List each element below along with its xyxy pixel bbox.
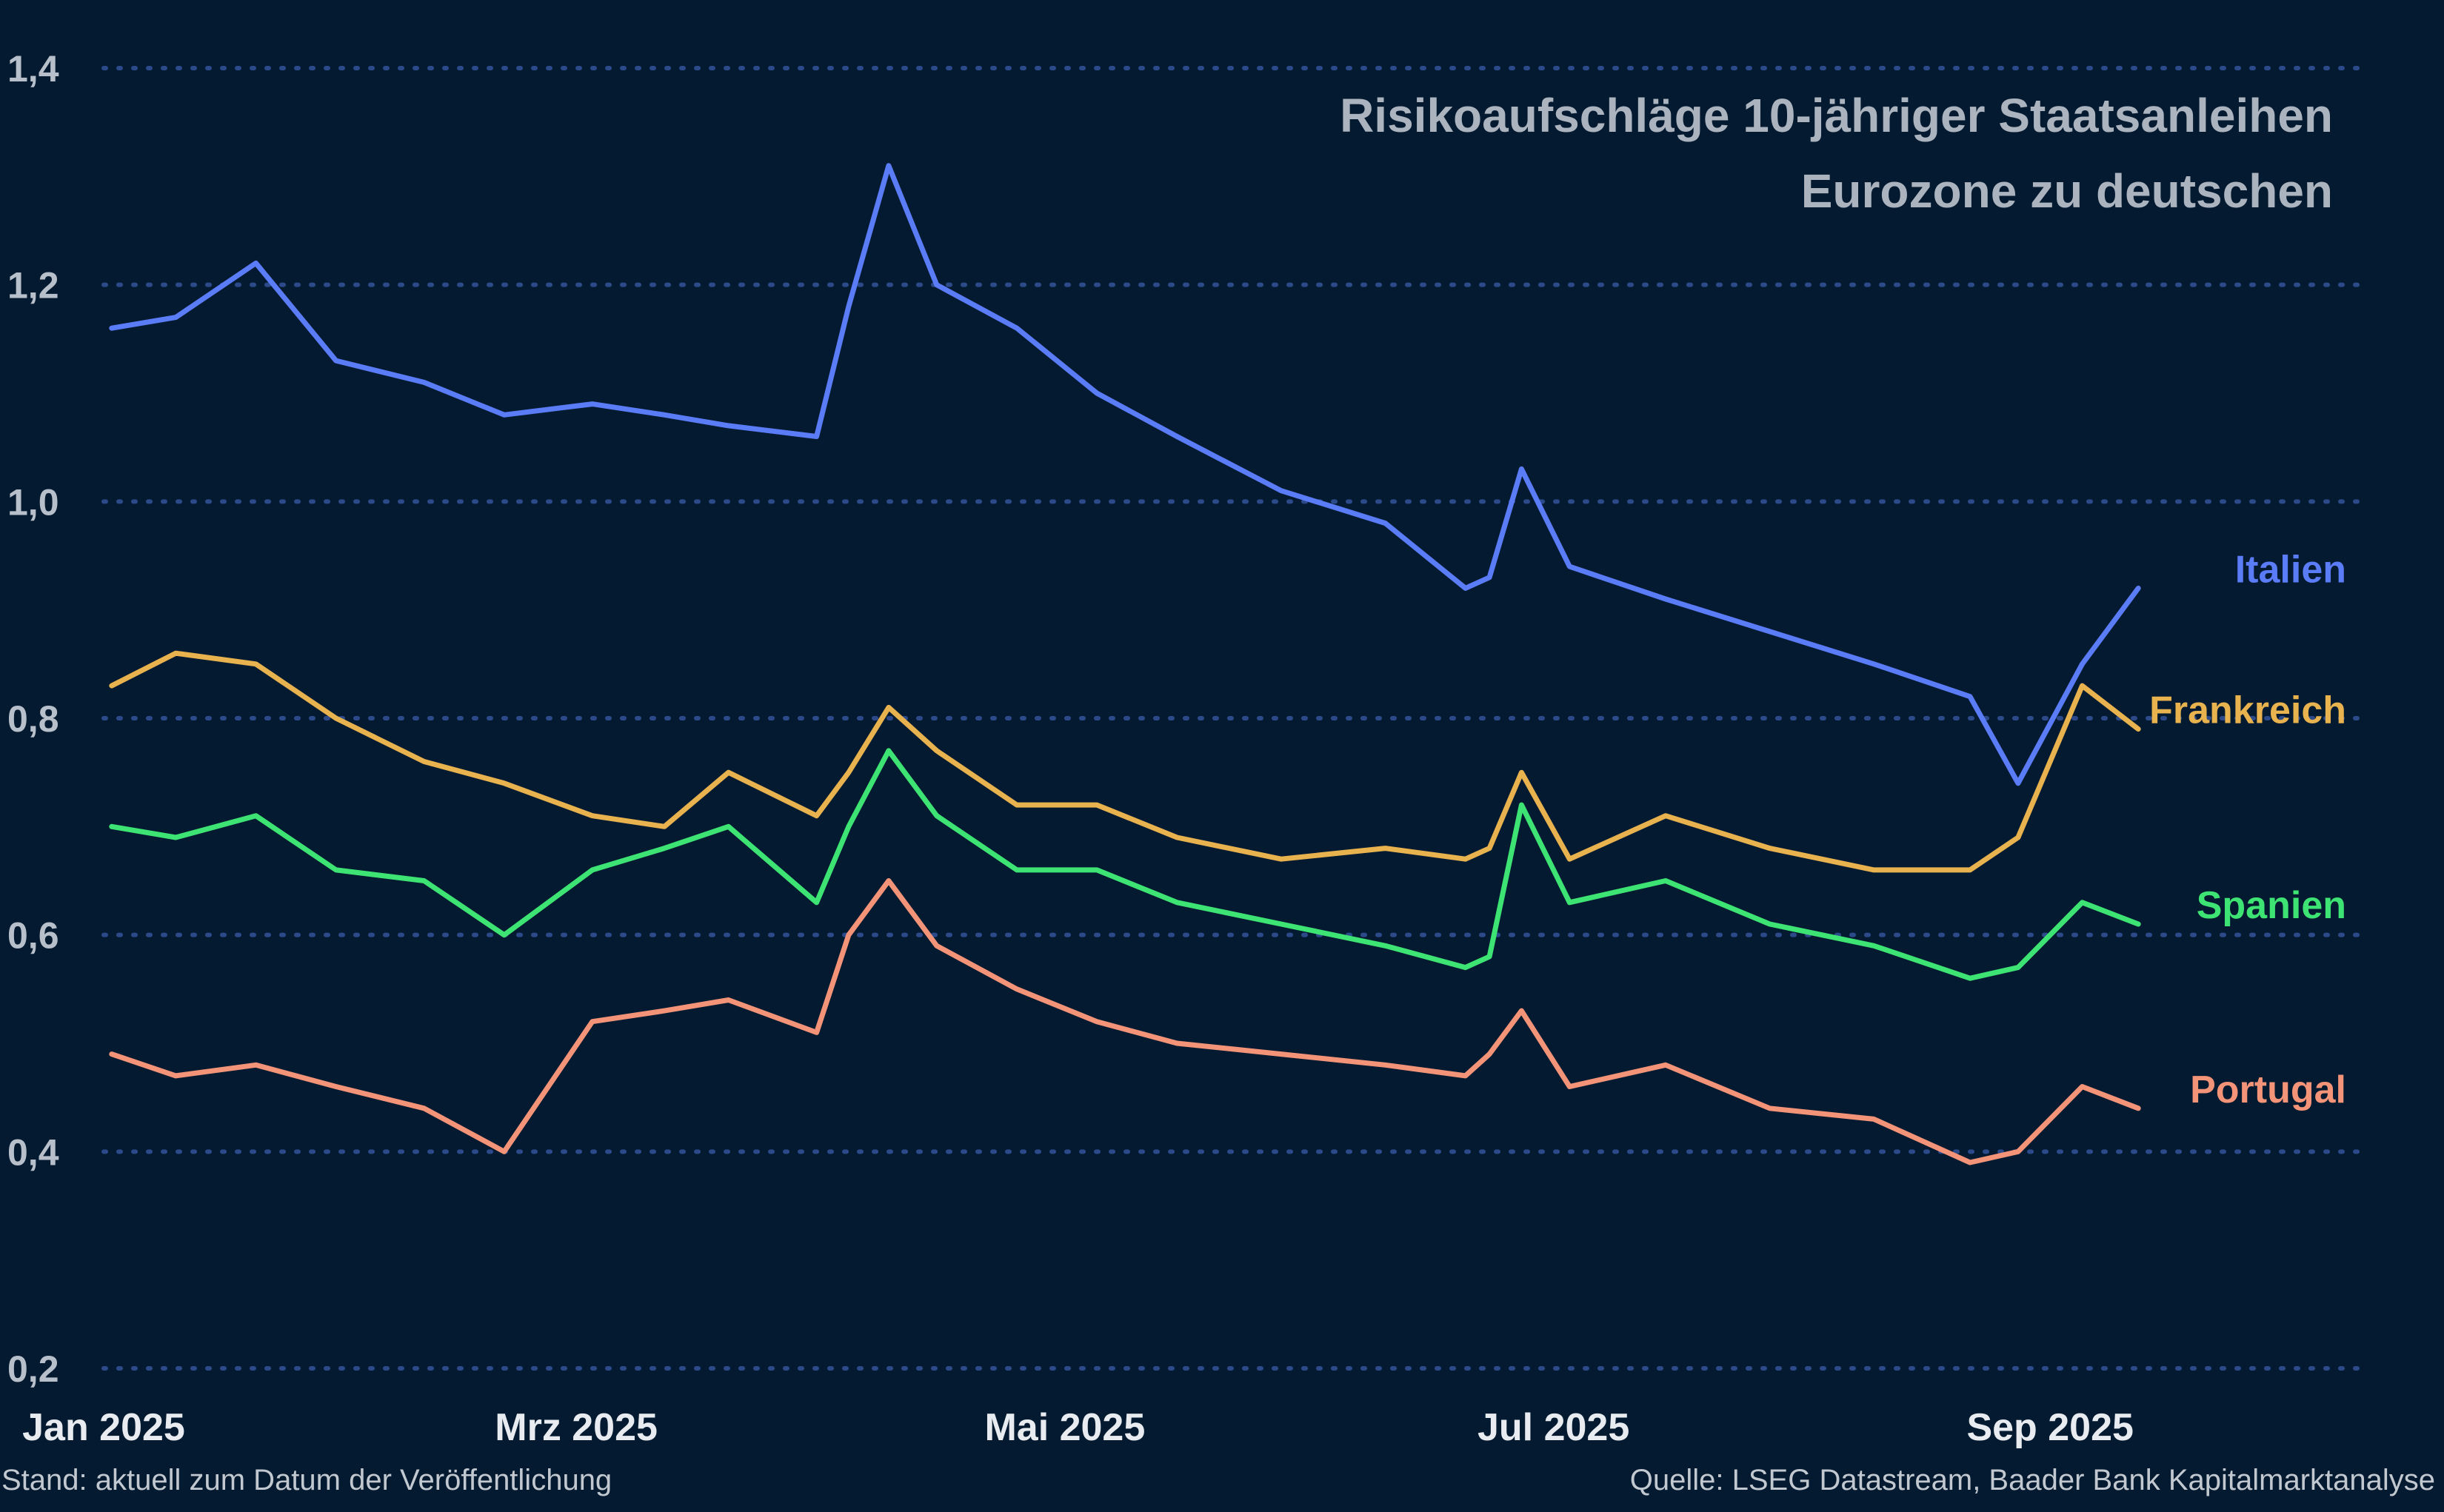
- series-label-spanien: Spanien: [2197, 884, 2346, 927]
- y-tick-label: 0,6: [7, 915, 59, 957]
- chart-title-line-1: Risikoaufschläge 10-jähriger Staatsanlei…: [1340, 89, 2333, 142]
- x-tick-label: Mai 2025: [984, 1406, 1145, 1449]
- x-tick-label: Sep 2025: [1966, 1406, 2134, 1449]
- series-line-italien: [109, 163, 2141, 786]
- footer-source: Quelle: LSEG Datastream, Baader Bank Kap…: [1630, 1464, 2435, 1496]
- series-line-frankreich: [109, 650, 2141, 873]
- series-lines: [109, 163, 2141, 1165]
- y-tick-label: 1,0: [7, 481, 59, 523]
- y-tick-label: 0,2: [7, 1348, 59, 1390]
- x-axis-ticks: Jan 2025 Mrz 2025 Mai 2025 Jul 2025 Sep 2025: [22, 1406, 2134, 1449]
- series-label-frankreich: Frankreich: [2149, 689, 2346, 732]
- y-tick-label: 1,4: [7, 48, 59, 90]
- x-tick-label: Jan 2025: [22, 1406, 185, 1449]
- y-tick-label: 1,2: [7, 265, 59, 307]
- footer-stand: Stand: aktuell zum Datum der Veröffentli…: [1, 1464, 612, 1496]
- series-line-portugal: [109, 878, 2141, 1165]
- chart-title-line-2: Eurozone zu deutschen: [1801, 164, 2333, 218]
- series-labels: Italien Frankreich Spanien Portugal: [2149, 548, 2346, 1111]
- series-line-spanien: [109, 748, 2141, 981]
- y-axis-ticks: 1,4 1,2 1,0 0,8 0,6 0,4 0,2: [7, 48, 59, 1390]
- x-tick-label: Mrz 2025: [495, 1406, 658, 1449]
- y-tick-label: 0,4: [7, 1131, 59, 1173]
- x-tick-label: Jul 2025: [1478, 1406, 1629, 1449]
- gridlines: [101, 66, 2365, 1371]
- y-tick-label: 0,8: [7, 698, 59, 740]
- series-label-portugal: Portugal: [2190, 1068, 2346, 1111]
- series-label-italien: Italien: [2235, 548, 2346, 591]
